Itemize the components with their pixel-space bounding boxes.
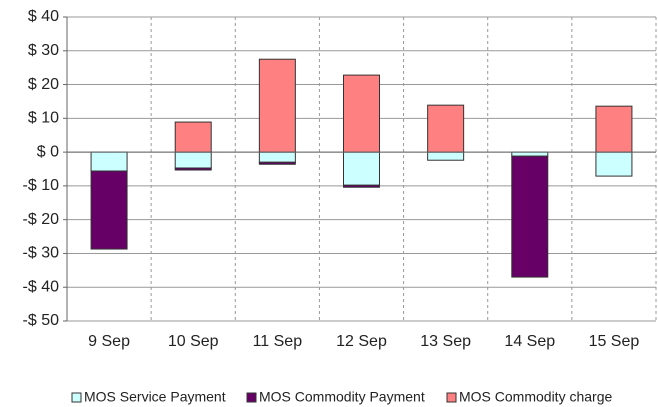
x-tick-label: 15 Sep bbox=[589, 333, 640, 350]
bar bbox=[595, 105, 633, 153]
x-tick-label: 12 Sep bbox=[336, 333, 387, 350]
bar bbox=[174, 167, 212, 171]
bar bbox=[174, 121, 212, 153]
bar bbox=[258, 151, 296, 163]
legend-label: MOS Service Payment bbox=[84, 389, 226, 405]
bar bbox=[343, 184, 380, 188]
bar bbox=[511, 155, 549, 278]
y-tick-label: -$ 10 bbox=[23, 177, 60, 194]
bar bbox=[90, 151, 128, 172]
y-tick-label: $ 0 bbox=[37, 143, 59, 160]
bar bbox=[595, 151, 633, 177]
x-tick-label: 9 Sep bbox=[88, 333, 130, 350]
bar bbox=[343, 74, 380, 153]
legend-swatch bbox=[446, 392, 457, 403]
y-tick-label: -$ 50 bbox=[23, 312, 60, 329]
bar bbox=[427, 104, 465, 153]
bar bbox=[258, 161, 296, 165]
legend-label: MOS Commodity Payment bbox=[259, 389, 425, 405]
bar bbox=[90, 170, 128, 250]
y-tick-label: $ 30 bbox=[28, 42, 59, 59]
bar bbox=[174, 151, 212, 169]
x-tick-label: 11 Sep bbox=[253, 333, 303, 350]
legend-swatch bbox=[246, 392, 257, 403]
y-tick-label: -$ 30 bbox=[23, 245, 60, 262]
bar bbox=[511, 151, 549, 157]
legend-label: MOS Commodity charge bbox=[459, 389, 612, 405]
x-tick-label: 13 Sep bbox=[420, 333, 471, 350]
legend-swatch bbox=[71, 392, 82, 403]
bar bbox=[343, 151, 380, 186]
bar bbox=[258, 58, 296, 153]
y-tick-label: -$ 20 bbox=[23, 211, 60, 228]
y-tick-label: $ 20 bbox=[28, 76, 59, 93]
bar bbox=[427, 151, 465, 161]
y-tick-label: -$ 40 bbox=[23, 278, 60, 295]
y-tick-label: $ 40 bbox=[28, 8, 59, 25]
x-tick-label: 14 Sep bbox=[504, 333, 555, 350]
y-tick-label: $ 10 bbox=[28, 110, 59, 127]
x-tick-label: 10 Sep bbox=[168, 333, 219, 350]
